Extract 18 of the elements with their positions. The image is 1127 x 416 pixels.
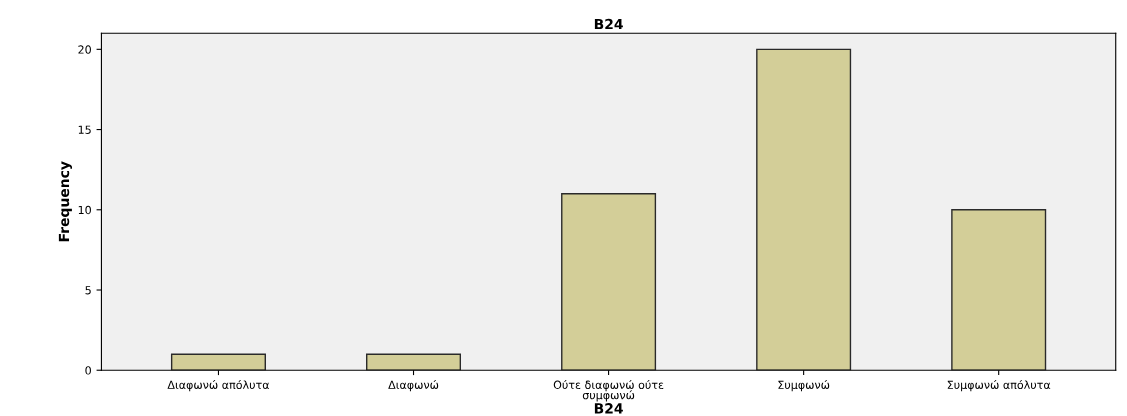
y-tick-label: 0 — [85, 366, 91, 375]
bar — [951, 209, 1047, 371]
x-tick-label: Ούτε διαφωνώ ούτε συμφωνώ — [553, 379, 664, 402]
x-tick-label: Συμφωνώ — [778, 379, 830, 392]
bar — [170, 353, 266, 371]
bar — [756, 48, 852, 371]
x-tick-label: Συμφωνώ απόλυτα — [947, 379, 1051, 392]
y-tick-label: 15 — [78, 125, 91, 134]
bar — [561, 193, 657, 371]
x-axis-title: B24 — [594, 403, 623, 414]
x-tick-label: Διαφωνώ απόλυτα — [167, 379, 270, 392]
y-axis-title: Frequency — [58, 161, 73, 242]
bar — [366, 353, 462, 371]
chart-title: B24 — [594, 18, 623, 30]
x-tick-label: Διαφωνώ — [388, 379, 439, 392]
y-tick-label: 10 — [78, 205, 91, 215]
y-tick-label: 20 — [78, 45, 91, 54]
y-tick-label: 5 — [85, 286, 91, 295]
